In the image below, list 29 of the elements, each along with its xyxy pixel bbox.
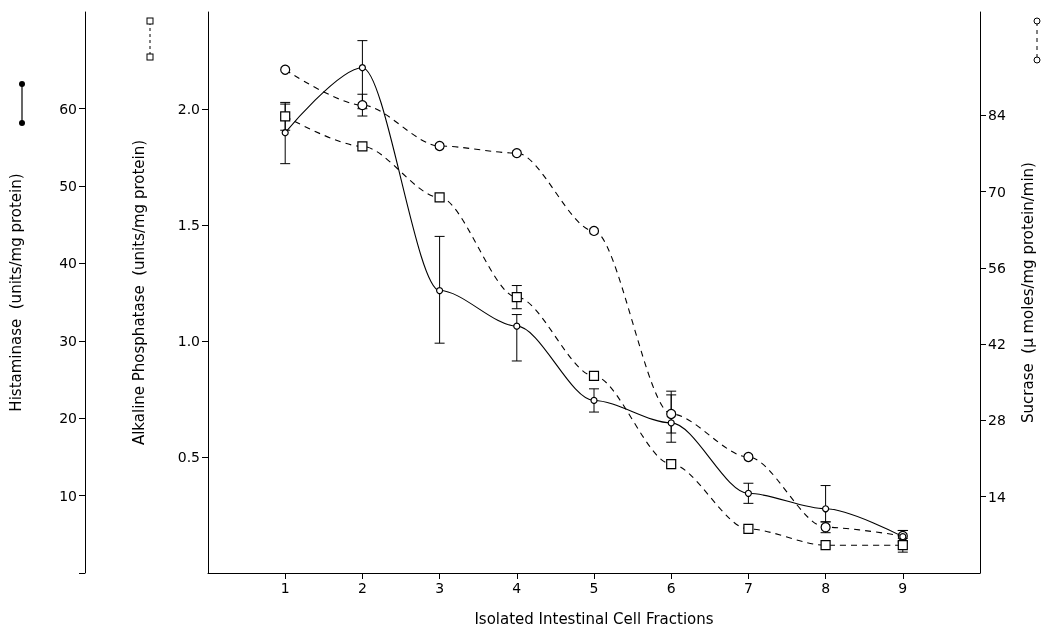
y-tick-label: 50 <box>59 178 77 195</box>
x-axis-title: Isolated Intestinal Cell Fractions <box>474 609 714 628</box>
y3-tick-label: 84 <box>988 107 1006 124</box>
y3-tick-label: 28 <box>988 412 1006 429</box>
y-tick-label: 10 <box>59 487 77 504</box>
y-tick-label: 40 <box>59 255 77 272</box>
x-tick-label: 4 <box>512 580 522 596</box>
x-tick-label: 6 <box>666 580 676 596</box>
y-axis-title: Histaminase (units/mg protein) <box>6 173 25 412</box>
y2-tick-label: 2.0 <box>177 101 200 118</box>
y2-tick-label: 0.5 <box>177 449 200 466</box>
x-tick-label: 2 <box>357 580 367 596</box>
y2-tick-label: 1.5 <box>177 217 200 234</box>
y3-tick-label: 42 <box>988 336 1006 353</box>
y3-axis-title: Sucrase (μ moles/mg protein/min) <box>1018 162 1037 423</box>
y3-tick-label: 56 <box>988 259 1006 276</box>
y3-tick-label: 70 <box>988 183 1006 200</box>
y-tick-label: 60 <box>59 100 77 117</box>
x-tick-label: 1 <box>280 580 290 596</box>
x-tick-label: 3 <box>435 580 445 596</box>
x-tick-label: 7 <box>743 580 753 596</box>
y-tick-label: 20 <box>59 410 77 427</box>
y2-axis-title: Alkaline Phosphatase (units/mg protein) <box>129 139 148 446</box>
x-tick-label: 8 <box>821 580 831 596</box>
y3-tick-label: 14 <box>988 488 1006 505</box>
y2-tick-label: 1.0 <box>177 333 200 350</box>
x-tick-label: 9 <box>898 580 908 596</box>
y-tick-label: 30 <box>59 332 77 349</box>
x-tick-label: 5 <box>589 580 599 596</box>
